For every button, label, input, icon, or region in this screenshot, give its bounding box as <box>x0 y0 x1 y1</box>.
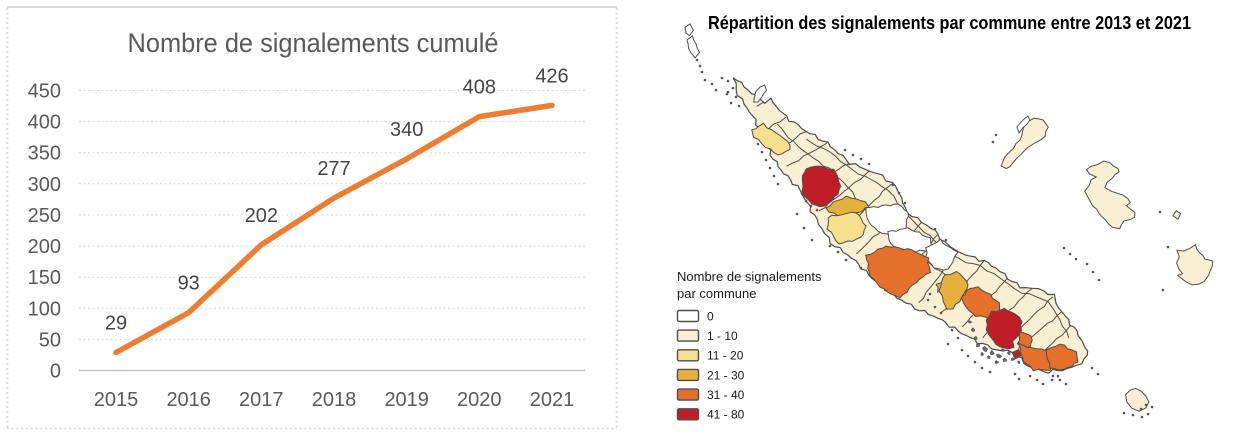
svg-text:41 - 80: 41 - 80 <box>707 408 745 422</box>
svg-text:2015: 2015 <box>94 389 139 411</box>
svg-text:29: 29 <box>105 313 127 335</box>
svg-text:200: 200 <box>28 236 61 258</box>
svg-text:450: 450 <box>28 81 61 103</box>
svg-text:100: 100 <box>28 298 61 320</box>
svg-text:93: 93 <box>178 273 200 295</box>
svg-text:400: 400 <box>28 112 61 134</box>
svg-text:408: 408 <box>463 77 496 99</box>
svg-text:202: 202 <box>245 205 278 227</box>
svg-text:250: 250 <box>28 205 61 227</box>
svg-text:31 - 40: 31 - 40 <box>707 388 745 402</box>
svg-text:2021: 2021 <box>530 389 575 411</box>
svg-text:350: 350 <box>28 143 61 165</box>
svg-text:150: 150 <box>28 267 61 289</box>
svg-text:2016: 2016 <box>166 389 211 411</box>
svg-text:par commune: par commune <box>677 286 756 301</box>
svg-text:50: 50 <box>39 329 61 351</box>
svg-text:277: 277 <box>317 158 350 180</box>
svg-text:0: 0 <box>50 361 61 383</box>
svg-text:2019: 2019 <box>384 389 429 411</box>
svg-text:2018: 2018 <box>312 389 357 411</box>
svg-text:2017: 2017 <box>239 389 284 411</box>
svg-text:426: 426 <box>535 65 568 87</box>
svg-text:0: 0 <box>707 309 714 323</box>
svg-text:21 - 30: 21 - 30 <box>707 368 745 382</box>
svg-text:Nombre de signalements: Nombre de signalements <box>677 269 822 284</box>
svg-text:2020: 2020 <box>457 389 502 411</box>
svg-text:1 - 10: 1 - 10 <box>707 329 738 343</box>
svg-text:Répartition des signalements p: Répartition des signalements par commune… <box>708 13 1191 33</box>
svg-text:Nombre de signalements cumulé: Nombre de signalements cumulé <box>128 28 499 58</box>
svg-text:11 - 20: 11 - 20 <box>707 349 744 363</box>
svg-text:340: 340 <box>390 119 423 141</box>
svg-text:300: 300 <box>28 174 61 196</box>
